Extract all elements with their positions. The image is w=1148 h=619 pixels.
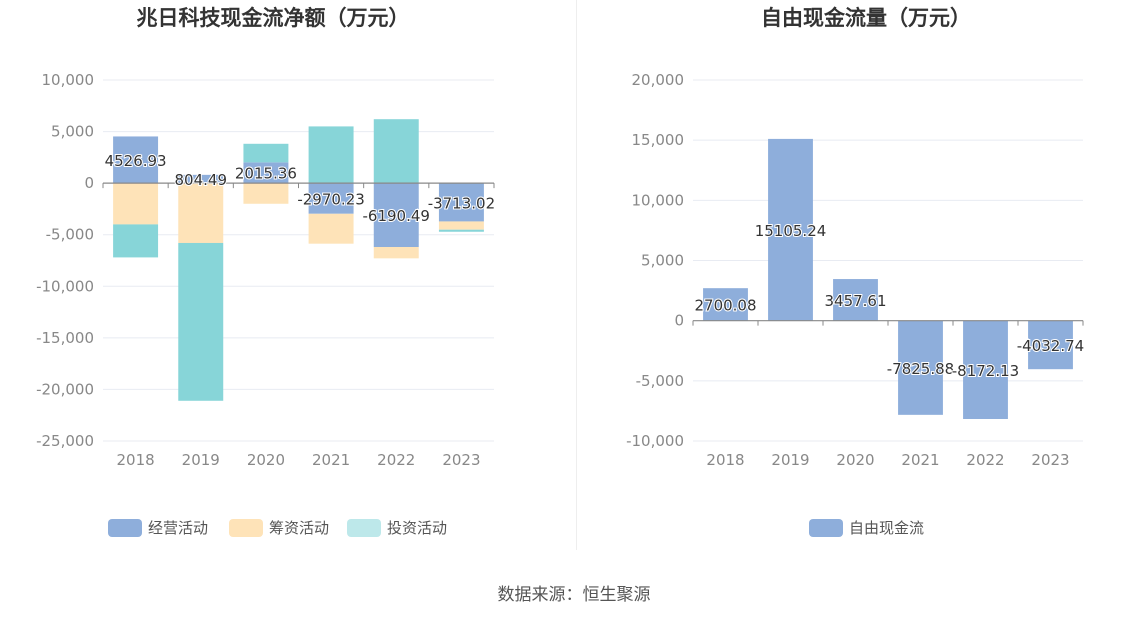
data-label: -7825.88 <box>887 360 954 378</box>
bar-投资活动-2020 <box>243 143 289 163</box>
bar-筹资活动-2018 <box>113 183 159 225</box>
x-tick-label: 2020 <box>247 451 285 469</box>
bar-自由现金流-2021 <box>898 320 943 415</box>
bar-投资活动-2018 <box>113 224 159 258</box>
chart-1: 兆日科技现金流净额（万元） 10,000 5,000 0 -5,000 -10,000 -1… <box>36 6 496 537</box>
x-tick-label: 2022 <box>966 451 1004 469</box>
x-tick-label: 2019 <box>771 451 809 469</box>
data-label: -2970.23 <box>297 190 364 208</box>
bar-经营活动-2020 <box>243 162 289 184</box>
bar-自由现金流-2019 <box>768 138 813 321</box>
bar-经营活动-2018 <box>113 136 159 184</box>
chart-title: 兆日科技现金流净额（万元） <box>137 6 410 30</box>
x-tick-label: 2023 <box>442 451 480 469</box>
y-tick-label: -20,000 <box>36 380 94 398</box>
y-tick-label: 0 <box>674 312 684 330</box>
legend-label-投资活动: 投资活动 <box>387 519 447 537</box>
y-tick-label: -10,000 <box>626 432 684 450</box>
y-tick-label: 10,000 <box>42 71 95 89</box>
bar-筹资活动-2021 <box>308 213 354 244</box>
chart-title: 自由现金流量（万元） <box>761 6 971 30</box>
data-label: 2700.08 <box>694 296 756 314</box>
x-tick-label: 2023 <box>1031 451 1069 469</box>
x-tick-label: 2021 <box>901 451 939 469</box>
bar-筹资活动-2019 <box>178 183 224 243</box>
data-label: -4032.74 <box>1017 337 1084 355</box>
y-tick-label: 5,000 <box>641 252 684 270</box>
bar-自由现金流-2023 <box>1028 320 1073 370</box>
bar-经营活动-2021 <box>308 183 354 214</box>
legend-swatch-筹资活动 <box>229 519 263 537</box>
bar-投资活动-2019 <box>178 242 224 401</box>
x-tick-label: 2022 <box>377 451 415 469</box>
data-label: 4526.93 <box>105 152 167 170</box>
bar-筹资活动-2020 <box>243 183 289 204</box>
legend-label-经营活动: 经营活动 <box>148 519 208 537</box>
data-source: 数据来源：恒生聚源 <box>497 585 651 605</box>
bar-自由现金流-2020 <box>833 279 878 321</box>
legend-label-筹资活动: 筹资活动 <box>269 519 329 537</box>
x-tick-label: 2018 <box>706 451 744 469</box>
y-tick-label: -25,000 <box>36 432 94 450</box>
y-tick-label: -5,000 <box>636 372 684 390</box>
y-tick-label: 5,000 <box>51 123 94 141</box>
bar-自由现金流-2022 <box>963 320 1008 420</box>
data-label: -3713.02 <box>428 194 495 212</box>
data-label: -8172.13 <box>952 362 1019 380</box>
chart-2: 自由现金流量（万元） 20,000 15,000 10,000 5,000 0 -5,000… <box>626 6 1085 537</box>
y-tick-label: -5,000 <box>46 226 94 244</box>
chart-divider <box>576 0 577 550</box>
y-tick-label: 10,000 <box>632 191 685 209</box>
bar-经营活动-2023 <box>438 183 484 222</box>
y-tick-label: -15,000 <box>36 329 94 347</box>
x-tick-label: 2020 <box>836 451 874 469</box>
legend-swatch-经营活动 <box>108 519 142 537</box>
data-label: 15105.24 <box>755 222 827 240</box>
y-tick-label: -10,000 <box>36 277 94 295</box>
legend-label-自由现金流: 自由现金流 <box>849 519 924 537</box>
legend-swatch-投资活动 <box>347 519 381 537</box>
bar-筹资活动-2023 <box>438 221 484 230</box>
bar-投资活动-2022 <box>373 119 419 184</box>
y-tick-label: 15,000 <box>632 131 685 149</box>
bar-投资活动-2021 <box>308 126 354 184</box>
bar-自由现金流-2018 <box>703 288 748 321</box>
data-label: 2015.36 <box>235 165 297 183</box>
y-tick-label: 0 <box>84 174 94 192</box>
x-tick-label: 2019 <box>182 451 220 469</box>
bar-经营活动-2019 <box>178 174 224 184</box>
legend-swatch-自由现金流 <box>809 519 843 537</box>
bar-投资活动-2023 <box>438 229 484 232</box>
data-label: -6190.49 <box>363 207 430 225</box>
x-tick-label: 2021 <box>312 451 350 469</box>
bar-经营活动-2022 <box>373 183 419 247</box>
data-label: 804.49 <box>175 171 228 189</box>
y-tick-label: 20,000 <box>632 71 685 89</box>
data-label: 3457.61 <box>824 292 886 310</box>
bar-筹资活动-2022 <box>373 246 419 259</box>
x-tick-label: 2018 <box>116 451 154 469</box>
